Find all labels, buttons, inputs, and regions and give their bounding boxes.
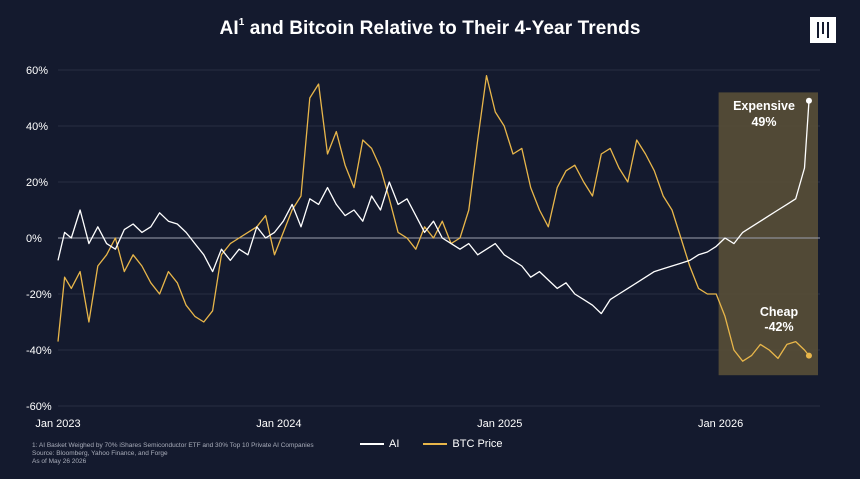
annotation-cheap-value: -42% — [764, 320, 793, 334]
x-tick-label: Jan 2023 — [35, 418, 80, 430]
y-tick-label: 60% — [26, 65, 48, 77]
x-tick-label: Jan 2026 — [698, 418, 743, 430]
title-footnote-marker: 1 — [238, 16, 245, 28]
x-tick-label: Jan 2024 — [256, 418, 301, 430]
footnotes: 1: AI Basket Weighed by 70% iShares Semi… — [32, 442, 314, 466]
endpoint-marker-btc — [805, 352, 812, 359]
y-tick-label: -40% — [26, 345, 52, 357]
annotation-cheap-label: Cheap — [760, 305, 799, 319]
brand-logo — [810, 17, 836, 43]
x-tick-label: Jan 2025 — [477, 418, 522, 430]
legend-label-btc: BTC Price — [452, 438, 503, 450]
y-tick-label: -60% — [26, 401, 52, 413]
legend-label-ai: AI — [389, 438, 400, 450]
legend: AI BTC Price — [360, 438, 527, 450]
y-tick-label: -20% — [26, 289, 52, 301]
footnote-date: As of May 26 2026 — [32, 458, 87, 465]
series-line-btc — [57, 74, 810, 362]
chart-title: AI1 and Bitcoin Relative to Their 4-Year… — [219, 16, 641, 39]
y-tick-label: 40% — [26, 121, 48, 133]
y-tick-label: 0% — [26, 233, 42, 245]
legend-swatch-btc — [423, 443, 448, 445]
annotation-expensive-label: Expensive — [733, 99, 795, 113]
endpoint-marker-ai — [805, 97, 812, 104]
legend-item-ai: AI — [360, 438, 399, 450]
legend-swatch-ai — [360, 443, 384, 445]
valuation-highlight-box — [718, 92, 818, 376]
legend-item-btc: BTC Price — [423, 438, 503, 450]
y-tick-label: 20% — [26, 177, 48, 189]
series-line-ai — [57, 100, 810, 315]
footnote-source: Source: Bloomberg, Yahoo Finance, and Fo… — [32, 450, 168, 457]
annotation-expensive-value: 49% — [751, 115, 776, 129]
footnote-ai-basket: 1: AI Basket Weighed by 70% iShares Semi… — [32, 442, 314, 449]
